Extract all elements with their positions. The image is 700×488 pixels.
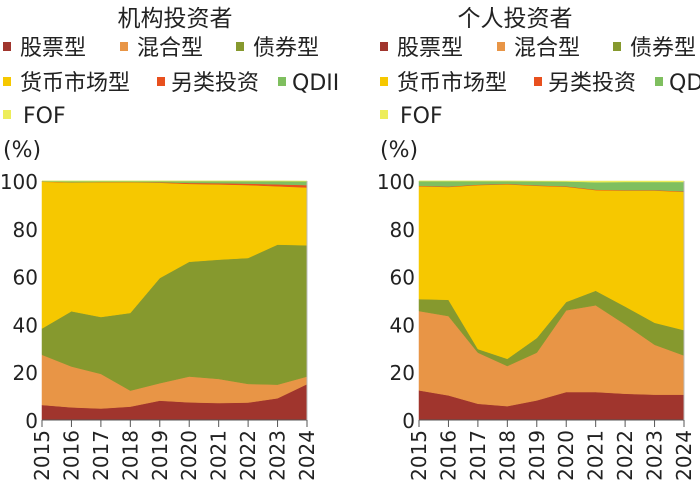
legend-label-4: 另类投资 bbox=[548, 71, 636, 96]
legend-label-2: 债券型 bbox=[253, 36, 319, 61]
x-tick-label: 2023 bbox=[643, 430, 667, 481]
y-tick-label: 40 bbox=[390, 313, 415, 337]
y-tick-label: 0 bbox=[25, 409, 38, 433]
y-axis-unit: (%) bbox=[380, 138, 418, 163]
x-tick-label: 2018 bbox=[118, 430, 142, 481]
y-axis-unit: (%) bbox=[3, 138, 41, 163]
x-tick-label: 2015 bbox=[407, 430, 431, 481]
legend-swatch-5 bbox=[655, 77, 663, 86]
x-tick-label: 2019 bbox=[148, 430, 172, 481]
y-tick-label: 60 bbox=[390, 266, 415, 290]
legend-label-1: 混合型 bbox=[514, 36, 580, 61]
x-tick-label: 2020 bbox=[554, 430, 578, 481]
x-tick-label: 2022 bbox=[613, 430, 637, 481]
chart-title: 个人投资者 bbox=[458, 6, 573, 32]
y-tick-label: 80 bbox=[13, 218, 38, 242]
x-tick-label: 2016 bbox=[59, 430, 83, 481]
legend-swatch-4 bbox=[157, 77, 165, 86]
y-tick-label: 100 bbox=[377, 170, 415, 194]
legend-swatch-6 bbox=[3, 110, 11, 119]
chart-title: 机构投资者 bbox=[118, 6, 233, 32]
legend-label-5: QDII bbox=[669, 71, 700, 96]
legend-label-2: 债券型 bbox=[630, 36, 696, 61]
y-tick-label: 20 bbox=[13, 361, 38, 385]
x-tick-label: 2019 bbox=[525, 430, 549, 481]
x-tick-label: 2021 bbox=[584, 430, 608, 481]
x-tick-label: 2016 bbox=[436, 430, 460, 481]
legend-swatch-4 bbox=[534, 77, 542, 86]
y-tick-label: 40 bbox=[13, 313, 38, 337]
x-tick-label: 2022 bbox=[236, 430, 260, 481]
legend-label-0: 股票型 bbox=[20, 36, 86, 61]
legend-swatch-3 bbox=[3, 77, 11, 86]
x-tick-label: 2017 bbox=[466, 430, 490, 481]
legend-swatch-0 bbox=[380, 42, 388, 51]
legend-swatch-0 bbox=[3, 42, 11, 51]
legend-swatch-3 bbox=[380, 77, 388, 86]
x-tick-label: 2017 bbox=[89, 430, 113, 481]
legend-label-1: 混合型 bbox=[137, 36, 203, 61]
legend-label-3: 货币市场型 bbox=[20, 71, 130, 96]
legend-swatch-1 bbox=[120, 42, 128, 51]
legend-label-4: 另类投资 bbox=[171, 71, 259, 96]
legend-label-6: FOF bbox=[23, 104, 66, 129]
y-tick-label: 80 bbox=[390, 218, 415, 242]
x-tick-label: 2020 bbox=[177, 430, 201, 481]
y-tick-label: 100 bbox=[0, 170, 38, 194]
legend-swatch-2 bbox=[236, 42, 244, 51]
legend-swatch-2 bbox=[613, 42, 621, 51]
legend-label-3: 货币市场型 bbox=[397, 71, 507, 96]
legend-label-5: QDII bbox=[292, 71, 339, 96]
x-tick-label: 2024 bbox=[672, 430, 696, 481]
legend-swatch-5 bbox=[278, 77, 286, 86]
legend-label-6: FOF bbox=[400, 104, 443, 129]
x-tick-label: 2021 bbox=[207, 430, 231, 481]
x-tick-label: 2023 bbox=[266, 430, 290, 481]
y-tick-label: 60 bbox=[13, 266, 38, 290]
x-tick-label: 2018 bbox=[495, 430, 519, 481]
x-tick-label: 2024 bbox=[295, 430, 319, 481]
legend-swatch-1 bbox=[497, 42, 505, 51]
legend-swatch-6 bbox=[380, 110, 388, 119]
legend-label-0: 股票型 bbox=[397, 36, 463, 61]
y-tick-label: 0 bbox=[402, 409, 415, 433]
x-tick-label: 2015 bbox=[30, 430, 54, 481]
y-tick-label: 20 bbox=[390, 361, 415, 385]
